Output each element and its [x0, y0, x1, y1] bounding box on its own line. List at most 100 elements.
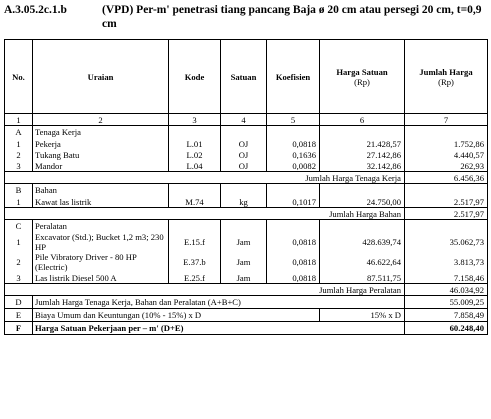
table-row: 2 Pile Vibratory Driver - 80 HP (Electri… — [4, 252, 488, 272]
subtotal-row-c: Jumlah Harga Peralatan 46.034,92 — [4, 283, 488, 296]
row-koefisien: 0,0082 — [266, 160, 320, 172]
row-koefisien: 0,0818 — [266, 232, 320, 252]
col-header-no: No. — [4, 39, 33, 114]
row-no: 1 — [4, 196, 33, 208]
row-satuan: Jam — [220, 272, 267, 284]
row-harga-satuan: 87.511,75 — [319, 272, 405, 284]
row-satuan: kg — [220, 196, 267, 208]
row-uraian: Mandor — [32, 160, 169, 172]
item-title: (VPD) Per-m' penetrasi tiang pancang Baj… — [102, 4, 482, 30]
summary-letter: F — [4, 321, 33, 335]
row-no: 3 — [4, 160, 33, 172]
header-row: No. Uraian Kode Satuan Koefisien Harga S… — [4, 39, 488, 114]
row-harga-satuan: 21.428,57 — [319, 138, 405, 149]
col-number: 2 — [32, 113, 169, 126]
table-row: 3 Mandor L.04 OJ 0,0082 32.142,86 262,93 — [4, 160, 488, 172]
table-row: 1 Pekerja L.01 OJ 0,0818 21.428,57 1.752… — [4, 138, 488, 149]
subtotal-label: Jumlah Harga Peralatan — [4, 283, 405, 296]
document-header: A.3.05.2c.1.b (VPD) Per-m' penetrasi tia… — [4, 3, 487, 35]
row-jumlah-harga: 7.158,46 — [404, 272, 488, 284]
row-kode: L.04 — [168, 160, 221, 172]
row-uraian: Pile Vibratory Driver - 80 HP (Electric) — [32, 252, 169, 272]
row-koefisien: 0,1636 — [266, 149, 320, 160]
row-jumlah-harga: 1.752,86 — [404, 138, 488, 149]
summary-label: Biaya Umum dan Keuntungan (10% - 15%) x … — [32, 308, 320, 322]
subtotal-label: Jumlah Harga Bahan — [4, 207, 405, 220]
section-title: Peralatan — [32, 219, 169, 232]
row-uraian: Tukang Batu — [32, 149, 169, 160]
harga-satuan-label: Harga Satuan — [336, 66, 388, 77]
row-harga-satuan: 428.639,74 — [319, 232, 405, 252]
table-row: 2 Tukang Batu L.02 OJ 0,1636 27.142,86 4… — [4, 149, 488, 160]
col-number: 1 — [4, 113, 33, 126]
row-harga-satuan: 46.622,64 — [319, 252, 405, 272]
row-no: 1 — [4, 138, 33, 149]
row-satuan: OJ — [220, 138, 267, 149]
summary-label: Jumlah Harga Tenaga Kerja, Bahan dan Per… — [32, 295, 405, 309]
summary-label: Harga Satuan Pekerjaan per – m' (D+E) — [32, 321, 405, 335]
col-header-jumlah-harga: Jumlah Harga (Rp) — [404, 39, 488, 114]
row-jumlah-harga: 262,93 — [404, 160, 488, 172]
section-header-a: A Tenaga Kerja — [4, 125, 488, 138]
row-jumlah-harga: 4.440,57 — [404, 149, 488, 160]
section-title: Bahan — [32, 183, 169, 196]
section-header-b: B Bahan — [4, 183, 488, 196]
row-harga-satuan: 24.750,00 — [319, 196, 405, 208]
summary-row-e: E Biaya Umum dan Keuntungan (10% - 15%) … — [4, 308, 488, 322]
summary-value: 60.248,40 — [404, 321, 488, 335]
row-satuan: Jam — [220, 252, 267, 272]
row-satuan: Jam — [220, 232, 267, 252]
jumlah-harga-unit: (Rp) — [438, 76, 454, 87]
section-title: Tenaga Kerja — [32, 125, 169, 138]
summary-value: 7.858,49 — [404, 308, 488, 322]
section-letter: C — [4, 219, 33, 232]
harga-satuan-unit: (Rp) — [354, 76, 370, 87]
row-jumlah-harga: 2.517,97 — [404, 196, 488, 208]
col-number: 4 — [220, 113, 267, 126]
subtotal-value: 2.517,97 — [404, 207, 488, 220]
row-kode: E.37.b — [168, 252, 221, 272]
row-koefisien: 0,0818 — [266, 272, 320, 284]
table-row: 1 Kawat las listrik M.74 kg 0,1017 24.75… — [4, 196, 488, 208]
summary-rate: 15% x D — [319, 308, 405, 322]
section-letter: A — [4, 125, 33, 138]
col-header-koefisien: Koefisien — [266, 39, 320, 114]
col-header-uraian: Uraian — [32, 39, 169, 114]
row-satuan: OJ — [220, 149, 267, 160]
col-header-satuan: Satuan — [220, 39, 267, 114]
row-kode: E.25.f — [168, 272, 221, 284]
row-no: 3 — [4, 272, 33, 284]
table-row: 1 Excavator (Std.); Bucket 1,2 m3; 230 H… — [4, 232, 488, 252]
row-jumlah-harga: 35.062,73 — [404, 232, 488, 252]
subtotal-value: 46.034,92 — [404, 283, 488, 296]
row-koefisien: 0,0818 — [266, 138, 320, 149]
col-number: 5 — [266, 113, 320, 126]
row-no: 2 — [4, 252, 33, 272]
summary-letter: D — [4, 295, 33, 309]
row-satuan: OJ — [220, 160, 267, 172]
col-number: 6 — [319, 113, 405, 126]
jumlah-harga-label: Jumlah Harga — [419, 66, 473, 77]
row-harga-satuan: 27.142,86 — [319, 149, 405, 160]
subtotal-row-a: Jumlah Harga Tenaga Kerja 6.456,36 — [4, 171, 488, 184]
row-kode: L.01 — [168, 138, 221, 149]
table-row: 3 Las listrik Diesel 500 A E.25.f Jam 0,… — [4, 272, 488, 284]
section-header-c: C Peralatan — [4, 219, 488, 232]
summary-value: 55.009,25 — [404, 295, 488, 309]
row-uraian: Pekerja — [32, 138, 169, 149]
row-kode: E.15.f — [168, 232, 221, 252]
subtotal-value: 6.456,36 — [404, 171, 488, 184]
item-code: A.3.05.2c.1.b — [4, 4, 67, 16]
row-uraian: Excavator (Std.); Bucket 1,2 m3; 230 HP — [32, 232, 169, 252]
col-header-harga-satuan: Harga Satuan (Rp) — [319, 39, 405, 114]
subtotal-label: Jumlah Harga Tenaga Kerja — [4, 171, 405, 184]
row-uraian: Las listrik Diesel 500 A — [32, 272, 169, 284]
subtotal-row-b: Jumlah Harga Bahan 2.517,97 — [4, 207, 488, 220]
summary-row-f: F Harga Satuan Pekerjaan per – m' (D+E) … — [4, 321, 488, 335]
row-jumlah-harga: 3.813,73 — [404, 252, 488, 272]
row-no: 1 — [4, 232, 33, 252]
col-number: 7 — [404, 113, 488, 126]
summary-row-d: D Jumlah Harga Tenaga Kerja, Bahan dan P… — [4, 295, 488, 309]
ahsp-table: No. Uraian Kode Satuan Koefisien Harga S… — [4, 39, 488, 335]
section-letter: B — [4, 183, 33, 196]
